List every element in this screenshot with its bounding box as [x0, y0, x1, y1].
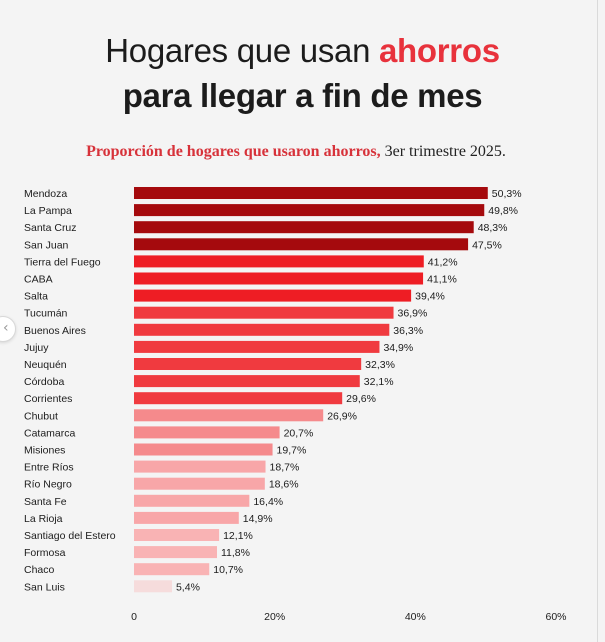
subtitle: Proporción de hogares que usaron ahorros… [0, 143, 592, 161]
category-label: Santiago del Estero [24, 530, 116, 542]
value-label: 32,1% [364, 376, 394, 388]
bar [134, 546, 217, 559]
value-label: 18,6% [269, 479, 299, 491]
x-tick-label: 0 [131, 611, 137, 623]
subtitle-text: 3er trimestre 2025. [380, 143, 506, 160]
title-line-1: Hogares que usan ahorros [0, 32, 605, 70]
title-line-2: para llegar a fin de mes [122, 77, 483, 114]
title-accent: ahorros [379, 32, 500, 69]
bar [134, 289, 412, 302]
value-label: 12,1% [223, 530, 253, 542]
value-label: 10,7% [213, 564, 243, 576]
value-label: 48,3% [478, 222, 508, 234]
subtitle-accent: Proporción de hogares que usaron ahorros… [86, 143, 381, 160]
category-label: Córdoba [24, 376, 64, 388]
category-label: Tucumán [24, 308, 68, 320]
value-label: 29,6% [346, 393, 376, 405]
category-label: San Luis [24, 581, 65, 593]
value-label: 14,9% [243, 513, 273, 525]
category-label: Chubut [24, 410, 58, 422]
bar [134, 204, 485, 217]
category-label: Buenos Aires [24, 325, 86, 337]
value-label: 11,8% [221, 547, 250, 559]
category-label: Formosa [24, 547, 66, 559]
x-tick-label: 40% [405, 611, 426, 623]
value-label: 41,2% [428, 256, 458, 268]
x-tick-label: 60% [545, 611, 566, 623]
category-label: La Pampa [24, 205, 72, 217]
category-label: Corrientes [24, 393, 72, 405]
bar [134, 443, 273, 456]
bar [134, 563, 210, 576]
value-label: 39,4% [415, 291, 445, 303]
bar [134, 460, 266, 473]
value-label: 41,1% [427, 274, 457, 286]
category-label: Chaco [24, 564, 55, 576]
bar [134, 323, 390, 336]
bar [134, 306, 394, 319]
bar [134, 477, 265, 490]
value-label: 20,7% [284, 427, 314, 439]
value-label: 32,3% [365, 359, 395, 371]
bar [134, 358, 362, 370]
bars-group: Mendoza 50,3% La Pampa 49,8% Santa Cruz 48,3%… [24, 187, 522, 593]
bar [134, 580, 172, 593]
title-text: Hogares que usan [105, 32, 379, 69]
bar [134, 255, 424, 268]
value-label: 34,9% [383, 342, 413, 354]
bar [134, 494, 250, 507]
category-label: San Juan [24, 239, 69, 251]
category-label: Tierra del Fuego [24, 256, 101, 268]
category-label: Santa Fe [24, 496, 67, 508]
bar [134, 375, 360, 388]
category-label: Neuquén [24, 359, 67, 371]
value-label: 36,9% [398, 308, 428, 320]
bar [134, 392, 343, 405]
category-label: Entre Ríos [24, 462, 74, 474]
category-label: Santa Cruz [24, 222, 77, 234]
bar [134, 340, 380, 353]
category-label: Jujuy [24, 342, 49, 354]
value-label: 36,3% [393, 325, 423, 337]
bar [134, 272, 424, 285]
value-label: 19,7% [277, 445, 307, 457]
value-label: 5,4% [176, 581, 200, 593]
category-label: Misiones [24, 445, 65, 457]
category-label: Río Negro [24, 479, 72, 491]
value-label: 16,4% [253, 496, 283, 508]
value-label: 26,9% [327, 410, 357, 422]
value-label: 50,3% [492, 188, 522, 200]
value-label: 18,7% [270, 462, 300, 474]
chevron-left-icon: ‹ [3, 320, 9, 336]
bar [134, 187, 488, 199]
bar [134, 511, 239, 524]
x-axis-ticks: 0 20% 40% 60% [131, 611, 566, 623]
bar [134, 529, 220, 541]
category-label: CABA [24, 274, 53, 286]
category-label: Salta [24, 291, 48, 303]
category-label: La Rioja [24, 513, 63, 525]
bar [134, 426, 280, 439]
x-tick-label: 20% [264, 611, 285, 623]
divider [597, 0, 598, 642]
category-label: Catamarca [24, 427, 76, 439]
value-label: 47,5% [472, 239, 502, 251]
bar [134, 221, 474, 234]
bar [134, 409, 324, 422]
category-label: Mendoza [24, 188, 67, 200]
bar [134, 238, 469, 251]
value-label: 49,8% [488, 205, 518, 217]
